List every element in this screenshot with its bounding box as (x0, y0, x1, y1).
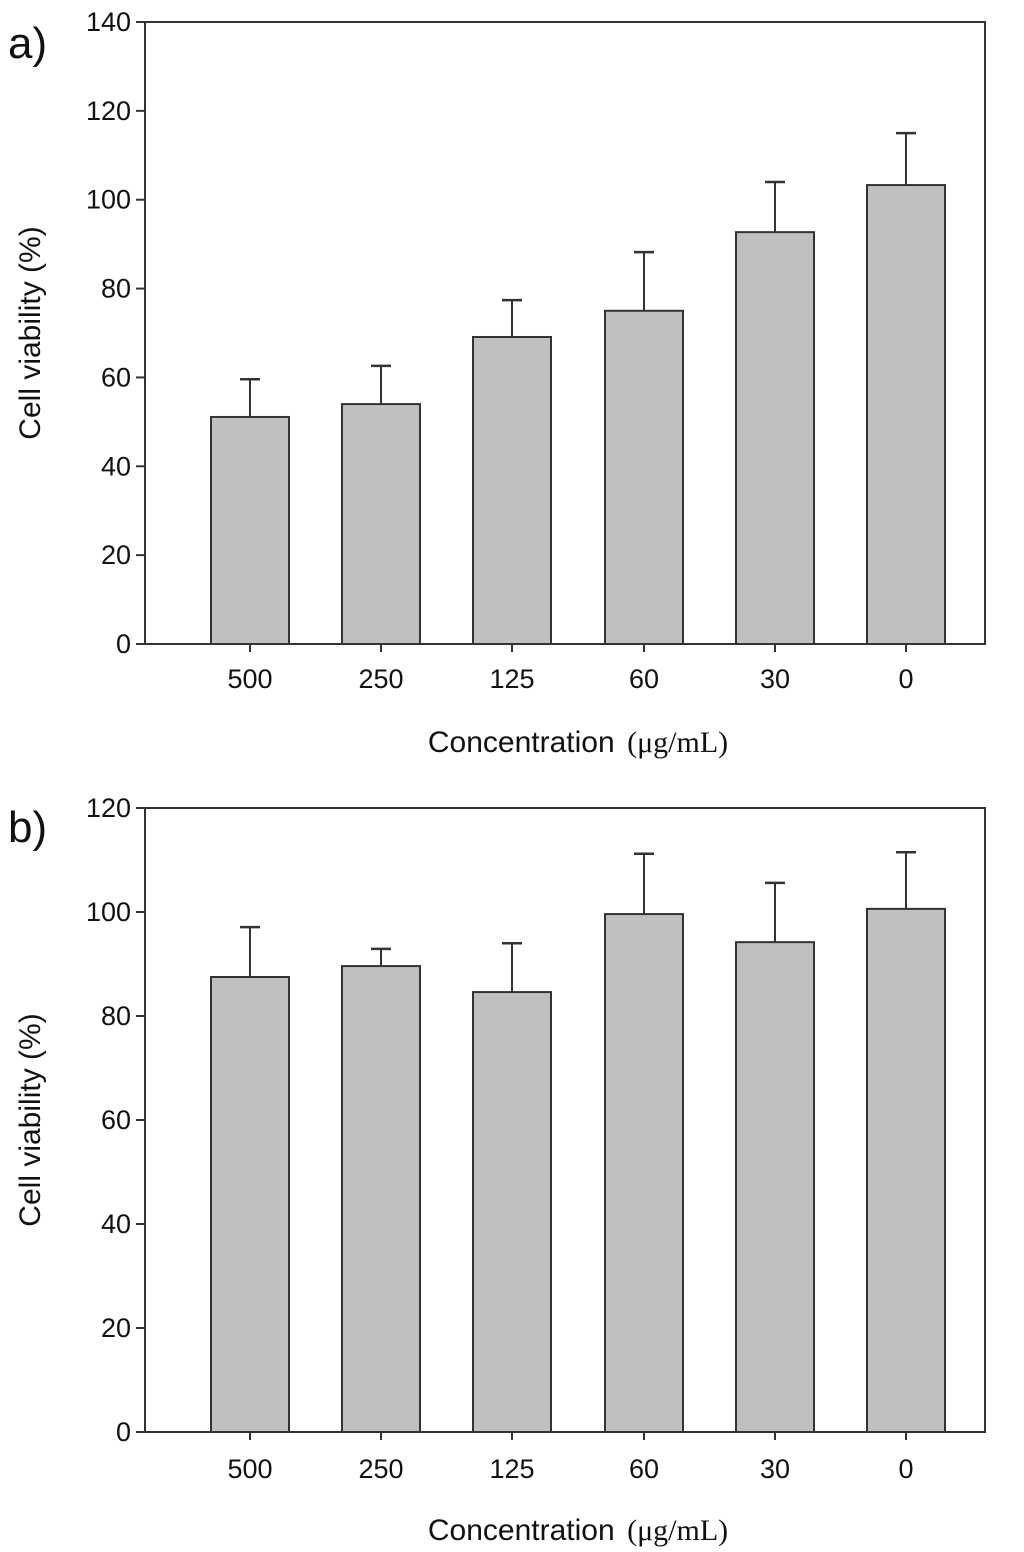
x-tick-label-b: 250 (358, 1454, 403, 1484)
y-tick-label-a: 100 (86, 185, 131, 215)
panel-a: a) Cell viability (%) Concentration (μg/… (8, 7, 986, 759)
x-tick-label-a: 125 (489, 664, 534, 694)
y-tick-label-a: 20 (101, 540, 131, 570)
x-axis-title-a: Concentration (μg/mL) (428, 726, 728, 759)
x-axis-unit-a: (μg/mL) (627, 726, 728, 759)
y-tick-label-b: 40 (101, 1209, 131, 1239)
x-tick-label-b: 60 (629, 1454, 659, 1484)
x-axis-title-text-a: Concentration (428, 726, 615, 759)
y-axis-title-b: Cell viability (%) (14, 1013, 47, 1226)
bar-a-125 (472, 335, 552, 645)
x-tick-label-a: 60 (629, 664, 659, 694)
x-tick-label-a: 0 (898, 664, 913, 694)
y-tick-label-a: 40 (101, 451, 131, 481)
x-axis-unit-b: (μg/mL) (627, 1514, 728, 1547)
bar-b-60 (604, 913, 684, 1433)
y-tick-label-b: 60 (101, 1105, 131, 1135)
x-tick-label-b: 0 (898, 1454, 913, 1484)
x-axis-title-b: Concentration (μg/mL) (428, 1514, 728, 1547)
x-tick-label-b: 30 (760, 1454, 790, 1484)
bar-a-0 (866, 184, 946, 645)
y-tick-label-b: 80 (101, 1001, 131, 1031)
bar-a-500 (210, 415, 290, 645)
x-tick-label-a: 250 (358, 664, 403, 694)
y-tick-label-a: 60 (101, 362, 131, 392)
x-tick-label-b: 125 (489, 1454, 534, 1484)
y-tick-label-a: 140 (86, 7, 131, 37)
y-axis-title-a: Cell viability (%) (14, 226, 47, 439)
y-tick-label-a: 80 (101, 274, 131, 304)
y-tick-label-b: 20 (101, 1313, 131, 1343)
x-tick-label-b: 500 (227, 1454, 272, 1484)
bar-a-60 (604, 309, 684, 645)
x-tick-label-a: 30 (760, 664, 790, 694)
x-tick-label-a: 500 (227, 664, 272, 694)
y-tick-label-b: 100 (86, 897, 131, 927)
plot-frame-a (144, 21, 986, 645)
y-tick-label-a: 0 (116, 629, 131, 659)
panel-label-a: a) (8, 19, 47, 68)
x-axis-title-text-b: Concentration (428, 1514, 615, 1547)
bar-a-30 (735, 231, 815, 645)
bar-a-250 (341, 403, 421, 646)
bar-b-30 (735, 941, 815, 1433)
panel-b: b) Cell viability (%) Concentration (μg/… (8, 793, 986, 1547)
y-tick-label-a: 120 (86, 96, 131, 126)
bar-b-500 (210, 976, 290, 1433)
bar-b-125 (472, 991, 552, 1434)
y-tick-label-b: 0 (116, 1417, 131, 1447)
panel-label-b: b) (8, 803, 47, 852)
bar-b-250 (341, 965, 421, 1434)
bar-b-0 (866, 907, 946, 1433)
y-tick-label-b: 120 (86, 793, 131, 823)
